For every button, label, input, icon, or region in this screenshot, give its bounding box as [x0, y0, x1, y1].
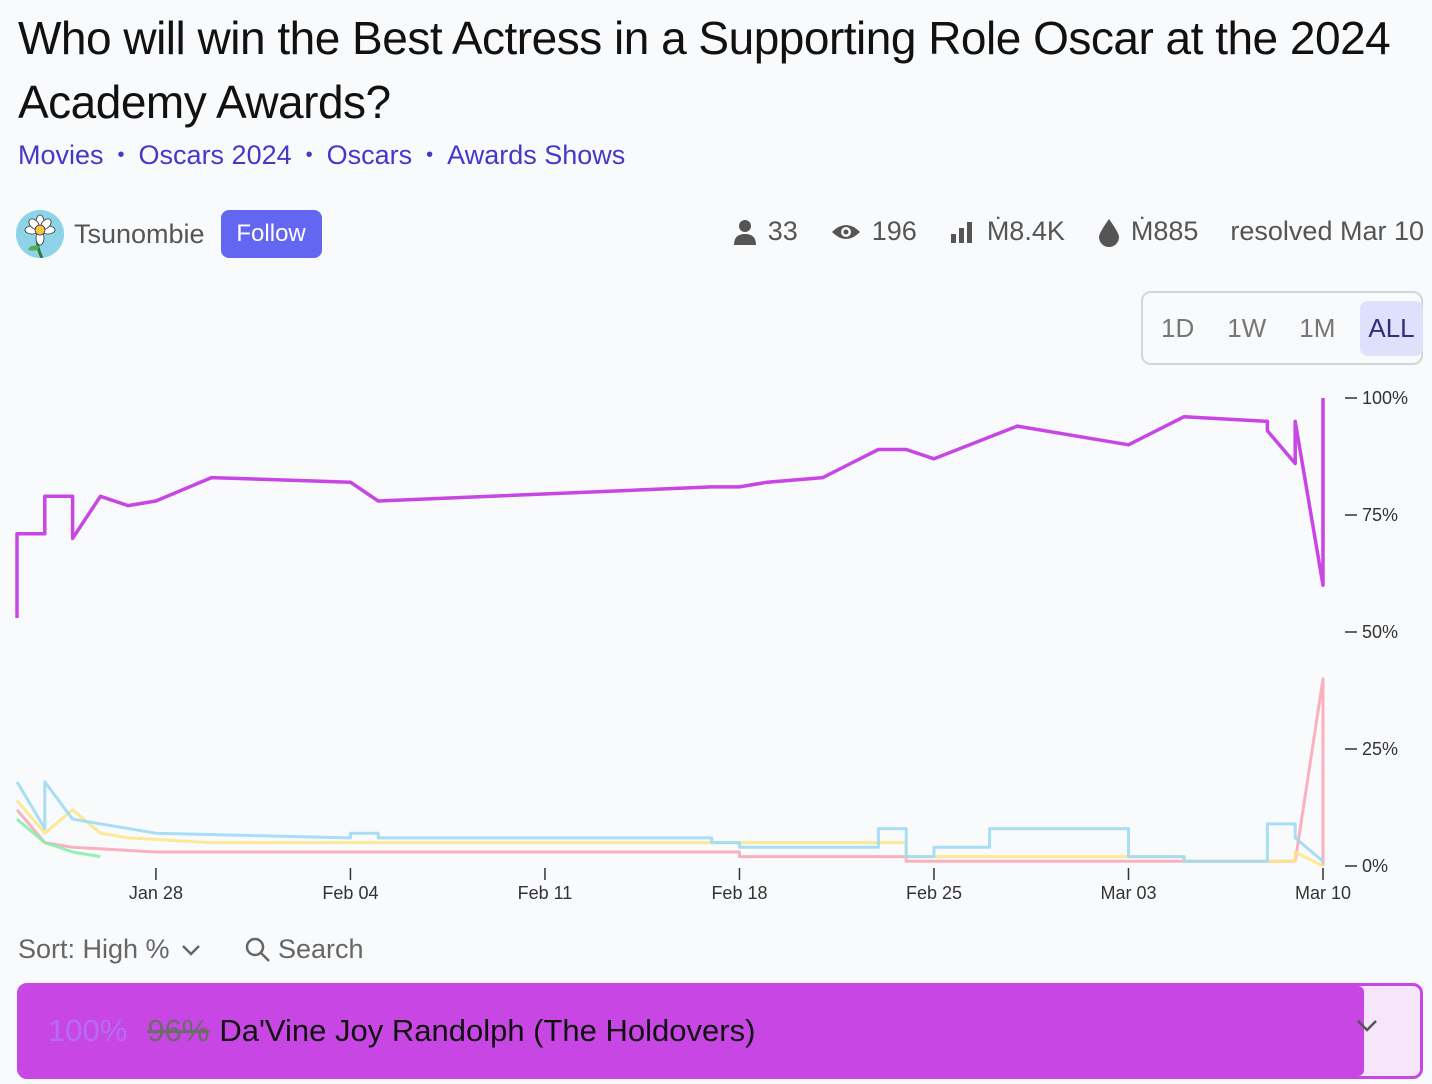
answer-previous-probability: 96% [147, 1013, 210, 1048]
period-1w-button[interactable]: 1W [1227, 312, 1267, 343]
y-tick-label: 0% [1362, 856, 1388, 876]
search-label: Search [278, 934, 364, 964]
liquidity-stat: Ṁ885 [1097, 216, 1199, 247]
volume-value: Ṁ8.4K [986, 216, 1065, 246]
search-icon [245, 937, 270, 962]
x-tick-label: Feb 18 [711, 883, 767, 903]
avatar[interactable] [16, 210, 64, 258]
y-tick-label: 50% [1362, 622, 1398, 642]
traders-count: 33 [767, 216, 798, 246]
series-line-3 [16, 818, 101, 859]
x-tick-label: Mar 10 [1295, 883, 1351, 903]
answer-probability-bar [20, 986, 1364, 1076]
tag-separator: • [117, 144, 125, 166]
sort-dropdown[interactable]: Sort: High % [18, 934, 202, 965]
tag-oscars-2024[interactable]: Oscars 2024 [138, 140, 292, 170]
tag-list: Movies • Oscars 2024 • Oscars • Awards S… [18, 140, 625, 171]
x-tick-label: Jan 28 [129, 883, 183, 903]
tag-movies[interactable]: Movies [18, 140, 104, 170]
series-line-0 [15, 398, 1325, 618]
series-line-1 [15, 780, 1324, 863]
y-tick-label: 100% [1362, 388, 1408, 408]
volume-stat: Ṁ8.4K [949, 216, 1065, 247]
tag-awards-shows[interactable]: Awards Shows [447, 140, 626, 170]
period-1d-button[interactable]: 1D [1161, 312, 1195, 343]
answer-row[interactable]: 100% 96% Da'Vine Joy Randolph (The Holdo… [17, 983, 1423, 1079]
search-button[interactable]: Search [244, 934, 364, 965]
x-tick-label: Feb 25 [906, 883, 962, 903]
answer-probability: 100% [48, 1013, 128, 1048]
x-tick-label: Mar 03 [1100, 883, 1156, 903]
chevron-down-icon [181, 944, 200, 956]
chevron-down-icon[interactable] [1354, 1016, 1380, 1034]
views-count: 196 [871, 216, 917, 246]
resolved-status: resolved Mar 10 [1230, 216, 1424, 246]
bar-chart-icon [950, 221, 972, 243]
droplet-icon [1098, 218, 1119, 247]
tag-separator: • [426, 144, 434, 166]
period-1m-button[interactable]: 1M [1299, 312, 1336, 343]
probability-chart[interactable]: Jan 28 Feb 04 Feb 11 Feb 18 Feb 25 Mar 03 Mar … [0, 380, 1432, 910]
answer-content: 100% 96% Da'Vine Joy Randolph (The Holdo… [48, 986, 755, 1076]
x-tick-label: Feb 04 [322, 883, 378, 903]
creator-info: Tsunombie Follow [16, 210, 322, 258]
follow-button[interactable]: Follow [220, 210, 322, 258]
market-stats: 33 196 Ṁ8.4K Ṁ885 resolved Mar 10 [700, 216, 1424, 247]
user-icon [733, 219, 756, 245]
flower-avatar-icon [16, 210, 64, 258]
creator-name[interactable]: Tsunombie [74, 218, 205, 249]
answer-name: Da'Vine Joy Randolph (The Holdovers) [219, 1013, 756, 1048]
tag-oscars[interactable]: Oscars [326, 140, 413, 170]
y-tick-label: 75% [1362, 505, 1398, 525]
y-tick-label: 25% [1362, 739, 1398, 759]
time-period-selector: 1D 1W 1M ALL [1141, 291, 1423, 365]
liquidity-value: Ṁ885 [1130, 216, 1199, 246]
period-all-button[interactable]: ALL [1360, 300, 1423, 356]
tag-separator: • [305, 144, 313, 166]
views-stat: 196 [830, 216, 917, 247]
traders-stat: 33 [732, 216, 798, 247]
sort-label: Sort: High % [18, 934, 170, 964]
eye-icon [831, 224, 860, 239]
market-title: Who will win the Best Actress in a Suppo… [18, 12, 1391, 128]
x-tick-label: Feb 11 [518, 883, 573, 903]
